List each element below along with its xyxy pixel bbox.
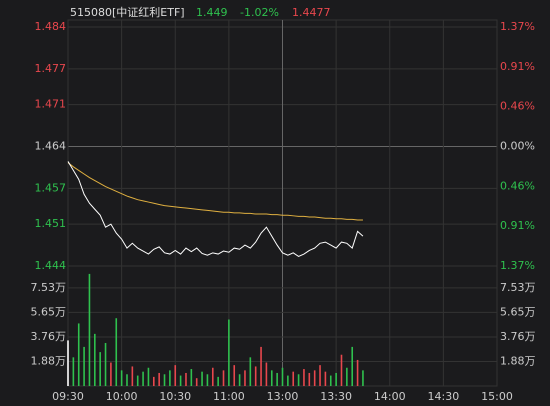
x-tick-label: 11:00 <box>213 390 245 403</box>
volume-bar <box>169 370 171 386</box>
volume-bar <box>249 357 252 386</box>
x-tick-label: 10:00 <box>106 390 138 403</box>
volume-bar <box>319 365 321 386</box>
volume-bar <box>217 376 219 386</box>
volume-bar <box>362 370 364 386</box>
volume-bar <box>147 367 150 386</box>
y-tick-label-right: 5.65万 <box>500 305 536 318</box>
x-tick-label: 15:00 <box>481 390 513 403</box>
y2-tick-label: 0.46% <box>500 180 535 193</box>
y-tick-label: 1.457 <box>35 181 67 194</box>
y-tick-label: 1.451 <box>35 217 67 230</box>
y2-tick-label: 0.46% <box>500 99 535 112</box>
y2-tick-label: 0.00% <box>500 140 535 153</box>
volume-bar <box>228 319 230 386</box>
volume-bar <box>88 273 91 386</box>
volume-bar <box>185 372 187 386</box>
price-line <box>67 162 363 221</box>
volume-bar <box>346 367 348 386</box>
volume-bar <box>292 371 295 386</box>
volume-bar <box>281 367 284 386</box>
volume-bar <box>131 366 134 386</box>
volume-bar <box>120 370 123 386</box>
y2-tick-label: 0.91% <box>500 219 535 232</box>
volume-bar <box>77 323 80 386</box>
volume-bar <box>335 372 337 386</box>
y-tick-label: 1.484 <box>35 20 67 33</box>
volume-bar <box>340 354 343 386</box>
volume-bar <box>356 359 359 386</box>
volume-bar <box>201 371 203 386</box>
volume-bar <box>110 362 112 386</box>
volume-bar <box>287 375 289 386</box>
volume-bar <box>276 372 278 386</box>
volume-bar <box>260 346 262 386</box>
volume-bar <box>303 369 305 386</box>
x-tick-label: 13:30 <box>320 390 352 403</box>
volume-bar <box>195 378 198 386</box>
volume-bar <box>94 333 96 386</box>
volume-bar <box>244 370 246 386</box>
volume-bar <box>179 375 182 386</box>
volume-bar <box>233 365 236 386</box>
x-tick-label: 10:30 <box>159 390 191 403</box>
price: 1.449 <box>196 6 228 19</box>
volume-bar <box>72 357 75 386</box>
x-tick-label: 13:00 <box>267 390 299 403</box>
y2-tick-label: 0.91% <box>500 60 535 73</box>
volume-bar <box>206 374 209 386</box>
volume-bar <box>222 370 225 386</box>
title: 515080[中证红利ETF] <box>70 6 185 19</box>
volume-bar <box>351 346 354 386</box>
y-tick-label: 1.444 <box>35 259 67 272</box>
x-tick-label: 14:00 <box>374 390 406 403</box>
y-tick-label-right: 3.76万 <box>500 330 536 343</box>
y-tick-label: 3.76万 <box>31 330 67 343</box>
x-tick-label: 14:30 <box>428 390 460 403</box>
y-tick-label: 7.53万 <box>31 281 67 294</box>
y-tick-label: 1.464 <box>35 140 67 153</box>
volume-bar <box>83 346 85 386</box>
volume-bar <box>297 374 300 386</box>
y2-tick-label: 1.37% <box>500 20 535 33</box>
volume-bar <box>115 318 118 386</box>
volume-bar <box>126 374 128 386</box>
volume-bar <box>136 375 139 386</box>
change: -1.02% <box>240 6 279 19</box>
volume-bar <box>163 374 166 386</box>
volume-bar <box>104 342 107 386</box>
y2-tick-label: 1.37% <box>500 259 535 272</box>
volume-bar <box>329 375 332 386</box>
volume-bar <box>254 366 257 386</box>
y-tick-label-right: 7.53万 <box>500 281 536 294</box>
volume-bar <box>211 367 214 386</box>
y-tick-label: 1.88万 <box>31 354 67 367</box>
volume-bar <box>174 365 177 386</box>
volume-bar <box>313 370 316 386</box>
y-tick-label: 1.471 <box>35 98 67 111</box>
volume-bar <box>99 352 101 386</box>
volume-bar <box>324 371 327 386</box>
volume-bar <box>158 372 160 386</box>
price-line <box>67 161 364 258</box>
volume-bar <box>265 362 268 386</box>
x-tick-label: 09:30 <box>52 390 84 403</box>
volume-bar <box>67 340 69 386</box>
volume-bar <box>238 374 241 386</box>
volume-bar <box>153 376 155 386</box>
y-tick-label: 1.477 <box>35 62 67 75</box>
y-tick-label-right: 1.88万 <box>500 354 536 367</box>
volume-bar <box>308 372 311 386</box>
volume-bar <box>270 370 273 386</box>
volume-bar <box>190 369 193 386</box>
avg-price: 1.4477 <box>292 6 331 19</box>
y-tick-label: 5.65万 <box>31 305 67 318</box>
volume-bar <box>142 371 144 386</box>
